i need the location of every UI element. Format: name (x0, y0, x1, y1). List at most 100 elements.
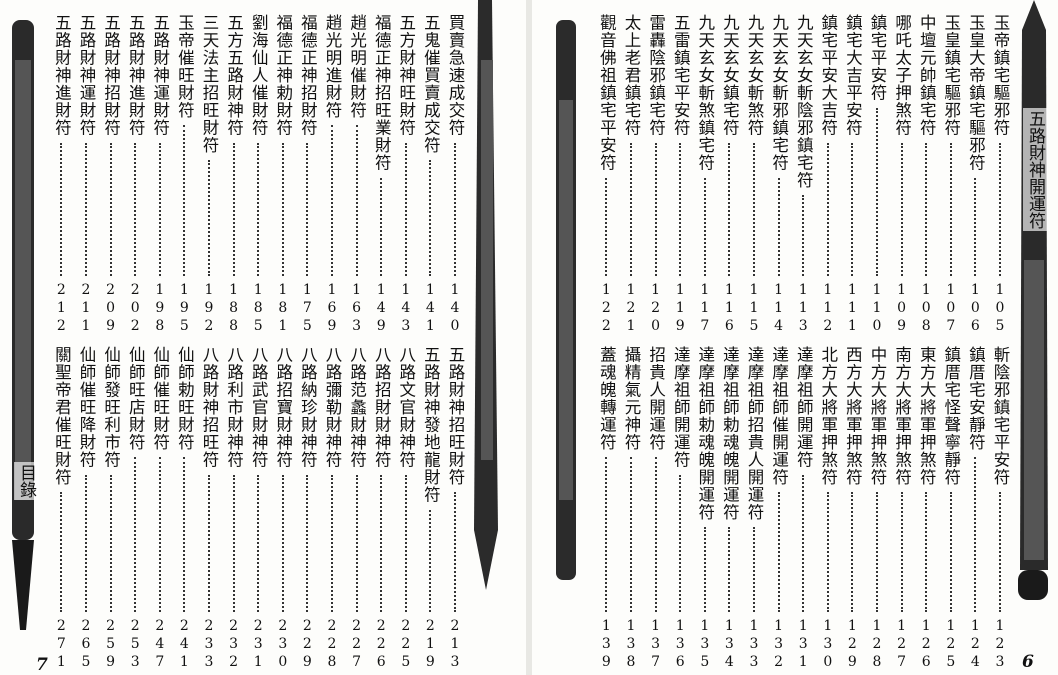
toc-entry: 斬陰邪鎮宅平安符 123 (989, 346, 1011, 672)
entry-page: 122 (598, 282, 615, 336)
entry-title: 西方大將軍押煞符 (843, 346, 863, 486)
toc-entry: 北方大將軍押煞符 130 (817, 346, 839, 672)
entry-title: 九天玄女鎮宅符 (720, 14, 740, 137)
entry-title: 福德正神勅財符 (273, 14, 293, 137)
toc-entry: 五路財神進財符 212 (50, 14, 72, 336)
entry-title: 中方大將軍押煞符 (868, 346, 887, 486)
toc-entry: 觀音佛祖鎮宅平安符 122 (595, 14, 617, 336)
toc-entry: 蓋魂魄轉運符 139 (595, 346, 617, 672)
dot-leader (851, 492, 854, 612)
dot-leader (134, 142, 137, 276)
entry-title: 五路財神運財符 (77, 14, 96, 137)
entry-page: 121 (623, 282, 639, 336)
dot-leader (60, 492, 63, 612)
dot-leader (380, 177, 383, 276)
toc-entry: 玉帝催旺財符 195 (173, 14, 195, 336)
dot-leader (158, 142, 161, 276)
entry-title: 八路彌勒財神符 (323, 346, 342, 469)
entry-title: 五鬼催買賣成交符 (421, 14, 441, 154)
entry-page: 127 (893, 618, 910, 672)
entry-title: 八路范蠡財神符 (347, 346, 367, 469)
dot-leader (454, 492, 456, 612)
dot-leader (281, 474, 284, 612)
entry-page: 140 (447, 282, 463, 336)
toc-entry: 哪吒太子押煞符 109 (891, 14, 913, 336)
toc-entry: 鎮宅平安符 110 (866, 14, 888, 336)
entry-page: 135 (696, 618, 713, 672)
toc-entry: 西方大將軍押煞符 129 (841, 346, 863, 672)
entry-page: 233 (201, 618, 217, 672)
dot-leader (654, 142, 657, 276)
toc-entry: 仙師催旺降財符 265 (75, 346, 97, 672)
dot-leader (753, 527, 755, 612)
entry-page: 139 (598, 618, 615, 672)
entry-title: 關聖帝君催旺財符 (52, 346, 72, 486)
entry-title: 五路財神發地龍財符 (421, 346, 441, 504)
entry-page: 143 (397, 282, 414, 336)
entry-title: 仙師催旺財符 (150, 346, 170, 451)
dot-leader (876, 492, 878, 612)
entry-title: 雷轟陰邪鎮宅符 (646, 14, 666, 137)
entry-page: 125 (942, 618, 959, 672)
entry-page: 185 (250, 282, 267, 336)
dot-leader (331, 474, 333, 612)
dot-leader (999, 492, 1001, 612)
toc-entry: 達摩祖師勅魂魄開運符 135 (694, 346, 716, 672)
dot-leader (355, 474, 358, 612)
toc-entry: 福德正神勅財符 181 (272, 14, 294, 336)
entry-title: 五路財神招財符 (101, 14, 121, 137)
entry-page: 108 (918, 282, 935, 336)
dot-leader (777, 177, 780, 276)
toc-entry: 八路文官財神符 225 (395, 346, 417, 672)
entry-title: 九天玄女斬煞符 (745, 14, 764, 137)
entry-title: 達摩祖師勅魂魄開運符 (695, 346, 715, 521)
brush-left (12, 20, 34, 630)
entry-title: 玉帝催旺財符 (175, 14, 195, 119)
entry-title: 劉海仙人催財符 (249, 14, 269, 137)
entry-title: 仙師勅旺財符 (175, 346, 195, 451)
dot-leader (232, 474, 235, 612)
entry-title: 五路財神招旺財符 (446, 346, 465, 486)
toc-entry: 福德正神招旺業財符 149 (370, 14, 392, 336)
dot-leader (703, 177, 706, 276)
dot-leader (208, 474, 210, 612)
entry-title: 北方大將軍押煞符 (818, 346, 838, 486)
entry-page: 116 (721, 282, 738, 336)
entry-page: 109 (893, 282, 910, 336)
toc-entry: 仙師旺店財符 253 (124, 346, 146, 672)
dot-leader (183, 457, 186, 612)
entry-page: 110 (869, 282, 885, 336)
entry-title: 觀音佛祖鎮宅平安符 (597, 14, 617, 172)
entry-page: 265 (78, 618, 94, 672)
toc-entry: 三天法主招旺財符 192 (198, 14, 220, 336)
entry-page: 141 (422, 282, 439, 336)
dot-leader (900, 142, 903, 276)
toc-entry: 五方財神旺財符 143 (395, 14, 417, 336)
entry-title: 達摩祖師勅魂魄開運符 (720, 346, 740, 521)
dot-leader (134, 457, 137, 612)
entry-title: 鎮厝宅安靜符 (966, 346, 986, 451)
toc-entry: 八路招財財神符 226 (370, 346, 392, 672)
entry-title: 達摩祖師開運符 (671, 346, 691, 469)
toc-entry: 鎮厝宅怪聲寧靜符 125 (940, 346, 962, 672)
entry-page: 227 (348, 618, 365, 672)
toc-entry: 五路財神招財符 209 (100, 14, 122, 336)
toc-entry: 五鬼催買賣成交符 141 (419, 14, 441, 336)
dot-leader (429, 509, 432, 612)
dot-leader (429, 160, 432, 276)
entry-page: 195 (176, 282, 193, 336)
entry-page: 129 (844, 618, 861, 672)
toc-entry: 八路招寶財神符 230 (272, 346, 294, 672)
entry-page: 113 (795, 282, 812, 336)
dot-leader (630, 142, 632, 276)
entry-page: 253 (127, 618, 144, 672)
entry-page: 198 (151, 282, 168, 336)
entry-page: 115 (746, 282, 762, 336)
entry-page: 117 (696, 282, 713, 336)
entry-page: 136 (672, 618, 689, 672)
entry-title: 南方大將軍押煞符 (892, 346, 912, 486)
entry-page: 209 (102, 282, 119, 336)
entry-page: 132 (770, 618, 787, 672)
dot-leader (60, 142, 63, 276)
